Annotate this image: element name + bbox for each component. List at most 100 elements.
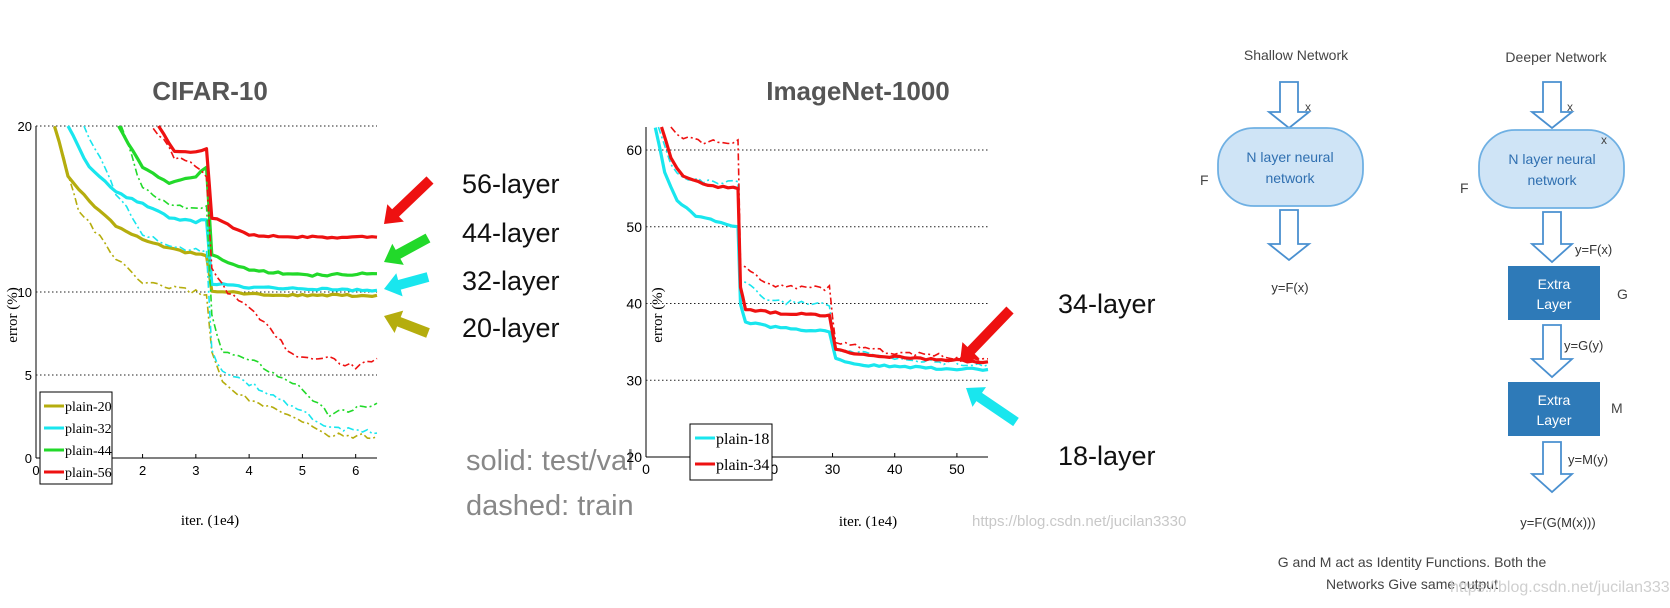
- series-plain-20-test: [53, 126, 378, 298]
- imagenet-x-axis-label: iter. (1e4): [839, 514, 897, 530]
- x-tick-label: 5: [299, 463, 306, 478]
- caption-line1: G and M act as Identity Functions. Both …: [1278, 554, 1547, 570]
- y-tick-label: 20: [18, 119, 32, 134]
- legend-label-plain-34: plain-34: [716, 457, 769, 474]
- cifar10-legend: plain-20 plain-32 plain-44 plain-56: [39, 391, 113, 485]
- note-dashed-train: dashed: train: [466, 490, 634, 522]
- series-plain-34-train: [670, 126, 989, 361]
- x-tick-label: 40: [887, 461, 903, 477]
- diagram-watermark: https://blog.csdn.net/jucilan3330: [1450, 579, 1670, 596]
- deeper-network: Deeper Network x x N layer neural networ…: [1460, 49, 1628, 530]
- x-tick-label: 50: [949, 461, 965, 477]
- deeper-g-label: G: [1617, 286, 1628, 302]
- y-tick-label: 5: [25, 368, 32, 383]
- callout-44-layer: 44-layer: [462, 218, 560, 248]
- deeper-y-my-label: y=M(y): [1568, 452, 1608, 467]
- y-tick-label: 30: [626, 372, 642, 388]
- callout-20-layer: 20-layer: [462, 313, 560, 343]
- x-tick-label: 0: [32, 463, 39, 478]
- extra-layer-m-line1: Extra: [1538, 392, 1571, 408]
- legend-label-plain-44: plain-44: [65, 444, 112, 459]
- imagenet-title: ImageNet-1000: [766, 76, 950, 106]
- arrow-32-layer: [384, 272, 430, 297]
- deeper-nn-label-line2: network: [1527, 172, 1577, 188]
- extra-layer-m-line2: Layer: [1536, 412, 1571, 428]
- deeper-arrow-to-g: [1529, 211, 1575, 264]
- y-tick-label: 0: [25, 451, 32, 466]
- y-tick-label: 40: [626, 296, 642, 312]
- imagenet-series: [653, 126, 989, 372]
- callout-56-layer: 56-layer: [462, 169, 560, 199]
- cifar10-title: CIFAR-10: [152, 76, 268, 106]
- shallow-output-arrow: [1266, 209, 1312, 262]
- shallow-network-title: Shallow Network: [1244, 47, 1349, 63]
- legend-label-plain-56: plain-56: [65, 466, 112, 481]
- arrow-18-layer: [966, 387, 1019, 427]
- series-plain-34-test: [659, 126, 989, 365]
- cifar10-callouts: 56-layer 44-layer 32-layer 20-layer: [384, 169, 560, 343]
- cifar10-y-axis-label: error (%): [5, 287, 21, 342]
- deeper-f-label: F: [1460, 180, 1469, 196]
- x-tick-label: 2: [139, 463, 146, 478]
- note-solid-test-val: solid: test/val: [466, 445, 634, 477]
- imagenet-panel: ImageNet-1000 203040506001020304050 iter…: [626, 76, 1186, 530]
- deeper-arrow-to-m: [1529, 324, 1575, 379]
- arrow-34-layer: [960, 306, 1014, 362]
- caption-line2: Networks Give same output: [1326, 576, 1498, 592]
- deeper-nn-node: [1478, 129, 1625, 209]
- extra-layer-m-box: [1508, 382, 1600, 436]
- x-tick-label: 4: [246, 463, 253, 478]
- shallow-nn-label-line1: N layer neural: [1246, 149, 1333, 165]
- y-tick-label: 60: [626, 142, 642, 158]
- deeper-corner-label: x: [1601, 133, 1607, 147]
- deeper-input-label: x: [1567, 100, 1573, 114]
- network-diagram: Shallow Network x N layer neural network…: [1200, 47, 1670, 596]
- extra-layer-g-line2: Layer: [1536, 296, 1571, 312]
- series-plain-56-train: [152, 127, 378, 370]
- imagenet-legend: plain-18 plain-34: [689, 423, 773, 481]
- imagenet-y-axis-label: error (%): [650, 287, 666, 342]
- shallow-f-label: F: [1200, 172, 1209, 188]
- x-tick-label: 0: [642, 461, 650, 477]
- series-plain-20-train: [53, 125, 378, 440]
- arrow-20-layer: [384, 310, 430, 338]
- series-plain-44-train: [120, 125, 378, 418]
- deeper-nn-label-line1: N layer neural: [1508, 151, 1595, 167]
- imagenet-axes: 203040506001020304050: [626, 127, 988, 477]
- shallow-nn-node: [1217, 127, 1364, 207]
- extra-layer-g-line1: Extra: [1538, 276, 1571, 292]
- y-tick-label: 20: [626, 449, 642, 465]
- imagenet-callouts: 34-layer 18-layer: [960, 289, 1156, 471]
- shallow-input-label: x: [1305, 100, 1311, 114]
- deeper-network-title: Deeper Network: [1505, 49, 1607, 65]
- shallow-network: Shallow Network x N layer neural network…: [1200, 47, 1364, 295]
- shallow-input-arrow: [1266, 81, 1312, 130]
- series-plain-44-test: [117, 125, 378, 278]
- shallow-nn-label-line2: network: [1265, 170, 1315, 186]
- deeper-m-label: M: [1611, 400, 1623, 416]
- deeper-input-arrow: [1529, 81, 1575, 130]
- y-tick-label: 10: [18, 285, 32, 300]
- series-plain-56-test: [157, 125, 378, 240]
- x-tick-label: 30: [825, 461, 841, 477]
- arrow-56-layer: [384, 176, 434, 224]
- legend-label-plain-20: plain-20: [65, 400, 112, 415]
- extra-layer-g-box: [1508, 266, 1600, 320]
- x-tick-label: 3: [192, 463, 199, 478]
- series-plain-32-train: [83, 125, 378, 435]
- legend-label-plain-32: plain-32: [65, 422, 112, 437]
- callout-34-layer: 34-layer: [1058, 289, 1156, 319]
- legend-label-plain-18: plain-18: [716, 431, 769, 448]
- cifar10-panel: CIFAR-10 0510200123456 iter. (1e4) error…: [5, 76, 634, 529]
- arrow-44-layer: [384, 233, 431, 265]
- series-plain-18-test: [653, 127, 989, 372]
- cifar10-series: [53, 125, 378, 440]
- y-tick-label: 50: [626, 219, 642, 235]
- deeper-y-fx-label: y=F(x): [1575, 242, 1612, 257]
- x-tick-label: 6: [352, 463, 359, 478]
- deeper-output-label: y=F(G(M(x))): [1520, 515, 1595, 530]
- watermark-url: https://blog.csdn.net/jucilan3330: [972, 513, 1186, 530]
- cifar10-x-axis-label: iter. (1e4): [181, 513, 239, 529]
- series-plain-32-test: [66, 125, 378, 293]
- deeper-y-gy-label: y=G(y): [1564, 338, 1603, 353]
